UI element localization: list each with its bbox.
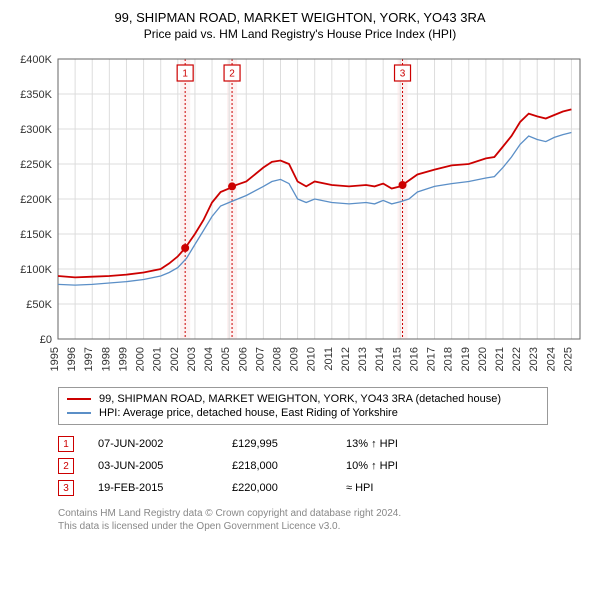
transaction-price: £129,995 xyxy=(232,438,322,450)
svg-text:2021: 2021 xyxy=(494,347,506,371)
transaction-date: 07-JUN-2002 xyxy=(98,438,208,450)
svg-text:1: 1 xyxy=(182,69,188,80)
svg-text:2023: 2023 xyxy=(528,347,540,371)
svg-text:£300K: £300K xyxy=(20,124,52,136)
transaction-date: 19-FEB-2015 xyxy=(98,482,208,494)
svg-text:3: 3 xyxy=(400,69,406,80)
svg-text:2008: 2008 xyxy=(271,347,283,371)
svg-text:2007: 2007 xyxy=(254,347,266,371)
footer-attribution: Contains HM Land Registry data © Crown c… xyxy=(58,507,548,533)
svg-text:2: 2 xyxy=(229,69,235,80)
legend-swatch-blue xyxy=(67,412,91,414)
transaction-price: £218,000 xyxy=(232,460,322,472)
transaction-marker-box: 2 xyxy=(58,458,74,474)
svg-text:£350K: £350K xyxy=(20,89,52,101)
transaction-hpi-delta: ≈ HPI xyxy=(346,482,436,494)
svg-text:£250K: £250K xyxy=(20,159,52,171)
legend-label-red: 99, SHIPMAN ROAD, MARKET WEIGHTON, YORK,… xyxy=(99,393,501,405)
transaction-row: 3 19-FEB-2015 £220,000 ≈ HPI xyxy=(58,477,590,499)
transaction-row: 1 07-JUN-2002 £129,995 13% ↑ HPI xyxy=(58,433,590,455)
transaction-hpi-delta: 10% ↑ HPI xyxy=(346,460,436,472)
svg-text:1997: 1997 xyxy=(83,347,95,371)
footer-line-1: Contains HM Land Registry data © Crown c… xyxy=(58,507,548,520)
svg-text:£0: £0 xyxy=(40,334,52,346)
svg-text:2020: 2020 xyxy=(477,347,489,371)
transactions-table: 1 07-JUN-2002 £129,995 13% ↑ HPI 2 03-JUN-200… xyxy=(58,433,590,499)
svg-text:£400K: £400K xyxy=(20,54,52,66)
page-subtitle: Price paid vs. HM Land Registry's House … xyxy=(10,27,590,41)
svg-text:2010: 2010 xyxy=(306,347,318,371)
svg-text:2017: 2017 xyxy=(426,347,438,371)
svg-text:£150K: £150K xyxy=(20,229,52,241)
svg-text:2015: 2015 xyxy=(391,347,403,371)
svg-text:£50K: £50K xyxy=(26,299,52,311)
svg-text:2002: 2002 xyxy=(169,347,181,371)
svg-text:£100K: £100K xyxy=(20,264,52,276)
legend: 99, SHIPMAN ROAD, MARKET WEIGHTON, YORK,… xyxy=(58,387,548,425)
svg-text:2025: 2025 xyxy=(562,347,574,371)
svg-text:2022: 2022 xyxy=(511,347,523,371)
legend-swatch-red xyxy=(67,398,91,400)
svg-text:2018: 2018 xyxy=(443,347,455,371)
transaction-price: £220,000 xyxy=(232,482,322,494)
svg-text:1996: 1996 xyxy=(66,347,78,371)
transaction-hpi-delta: 13% ↑ HPI xyxy=(346,438,436,450)
svg-text:2000: 2000 xyxy=(135,347,147,371)
svg-text:2013: 2013 xyxy=(357,347,369,371)
svg-text:2009: 2009 xyxy=(289,347,301,371)
svg-text:£200K: £200K xyxy=(20,194,52,206)
chart-svg: £0 £50K £100K £150K £200K £250K £300K £350K £400… xyxy=(10,49,590,379)
svg-text:1999: 1999 xyxy=(117,347,129,371)
svg-text:2019: 2019 xyxy=(460,347,472,371)
svg-text:2016: 2016 xyxy=(408,347,420,371)
legend-row-blue: HPI: Average price, detached house, East… xyxy=(67,406,539,420)
legend-label-blue: HPI: Average price, detached house, East… xyxy=(99,407,398,419)
svg-text:2003: 2003 xyxy=(186,347,198,371)
svg-text:2004: 2004 xyxy=(203,347,215,371)
svg-text:2005: 2005 xyxy=(220,347,232,371)
price-chart: £0 £50K £100K £150K £200K £250K £300K £350K £400… xyxy=(10,49,590,379)
transaction-marker-box: 1 xyxy=(58,436,74,452)
svg-text:1995: 1995 xyxy=(49,347,61,371)
page-title: 99, SHIPMAN ROAD, MARKET WEIGHTON, YORK,… xyxy=(10,10,590,25)
svg-text:1998: 1998 xyxy=(100,347,112,371)
transaction-date: 03-JUN-2005 xyxy=(98,460,208,472)
svg-text:2012: 2012 xyxy=(340,347,352,371)
svg-text:2011: 2011 xyxy=(323,347,335,371)
svg-text:2001: 2001 xyxy=(152,347,164,371)
transaction-row: 2 03-JUN-2005 £218,000 10% ↑ HPI xyxy=(58,455,590,477)
svg-text:2024: 2024 xyxy=(545,347,557,371)
legend-row-red: 99, SHIPMAN ROAD, MARKET WEIGHTON, YORK,… xyxy=(67,392,539,406)
svg-text:2014: 2014 xyxy=(374,347,386,371)
transaction-marker-box: 3 xyxy=(58,480,74,496)
svg-text:2006: 2006 xyxy=(237,347,249,371)
footer-line-2: This data is licensed under the Open Gov… xyxy=(58,520,548,533)
